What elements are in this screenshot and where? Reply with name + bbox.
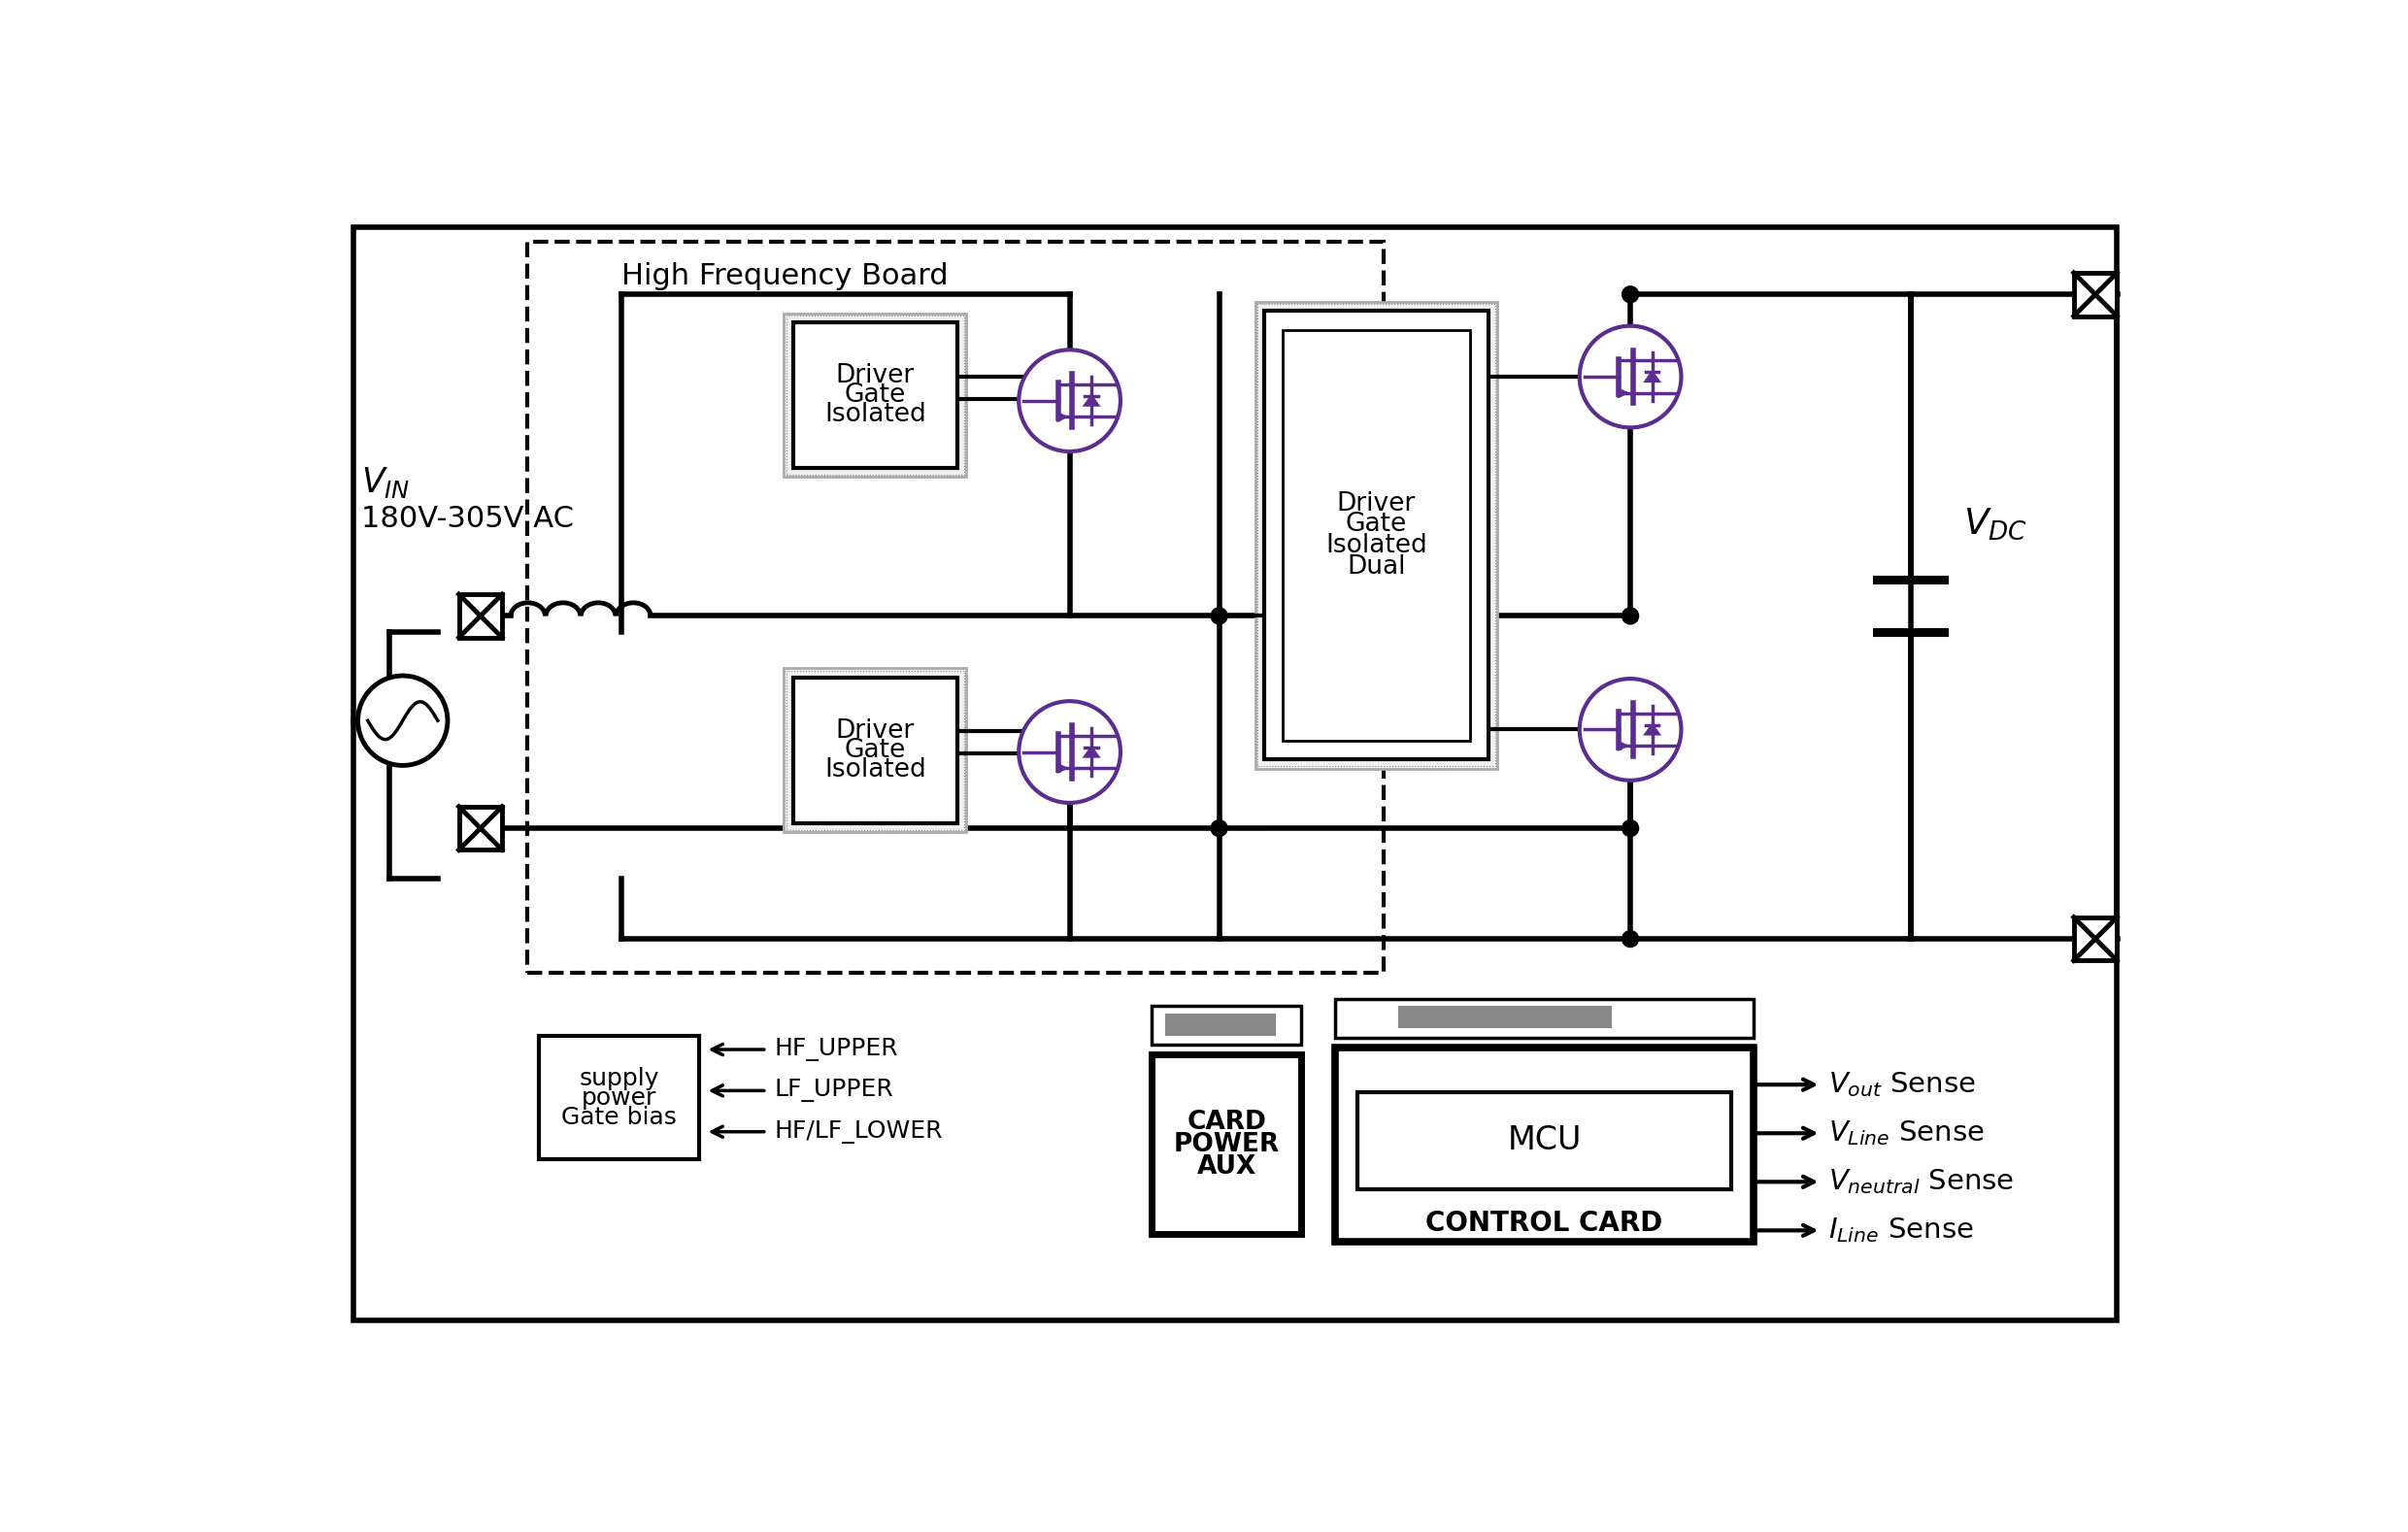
Text: Isolated: Isolated bbox=[824, 401, 927, 427]
Text: CARD: CARD bbox=[1187, 1109, 1267, 1135]
Bar bbox=[539, 1036, 701, 1160]
Bar bbox=[787, 316, 963, 475]
Bar bbox=[787, 671, 963, 830]
Circle shape bbox=[1019, 349, 1120, 452]
Circle shape bbox=[1623, 286, 1637, 303]
Text: Gate: Gate bbox=[1346, 512, 1406, 538]
Bar bbox=[1334, 1048, 1753, 1241]
Text: Isolated: Isolated bbox=[1324, 533, 1428, 558]
Text: LF_UPPER: LF_UPPER bbox=[775, 1079, 893, 1102]
Text: Gate: Gate bbox=[845, 383, 905, 408]
Text: MCU: MCU bbox=[1507, 1124, 1582, 1157]
Text: $V_{IN}$: $V_{IN}$ bbox=[361, 466, 409, 501]
Polygon shape bbox=[1645, 372, 1659, 381]
Text: $V_{DC}$: $V_{DC}$ bbox=[1963, 506, 2028, 542]
Bar bbox=[1399, 1007, 1611, 1028]
Bar bbox=[1264, 311, 1488, 760]
Circle shape bbox=[1580, 679, 1681, 780]
Bar bbox=[1257, 305, 1495, 766]
Bar bbox=[527, 242, 1385, 973]
Circle shape bbox=[1580, 326, 1681, 427]
Text: HF_UPPER: HF_UPPER bbox=[775, 1037, 898, 1062]
Text: CONTROL CARD: CONTROL CARD bbox=[1426, 1209, 1664, 1236]
Text: 180V-305V AC: 180V-305V AC bbox=[361, 504, 573, 533]
Polygon shape bbox=[1645, 725, 1659, 734]
Bar bbox=[1151, 1007, 1300, 1045]
Text: $I_{Line}$ Sense: $I_{Line}$ Sense bbox=[1828, 1216, 1975, 1246]
Bar bbox=[1255, 302, 1498, 769]
Bar bbox=[1283, 329, 1469, 741]
Bar bbox=[460, 594, 503, 637]
Circle shape bbox=[1211, 608, 1228, 624]
Circle shape bbox=[1211, 820, 1228, 836]
Circle shape bbox=[359, 676, 448, 766]
Polygon shape bbox=[1086, 397, 1098, 404]
Text: $V_{neutral}$ Sense: $V_{neutral}$ Sense bbox=[1828, 1167, 2013, 1196]
Text: AUX: AUX bbox=[1197, 1154, 1257, 1180]
Text: Gate: Gate bbox=[845, 737, 905, 763]
Text: Gate bias: Gate bias bbox=[561, 1106, 677, 1129]
Text: Dual: Dual bbox=[1346, 555, 1406, 579]
Text: High Frequency Board: High Frequency Board bbox=[621, 262, 949, 291]
Circle shape bbox=[1623, 930, 1637, 947]
Bar bbox=[792, 677, 958, 823]
Bar bbox=[785, 313, 966, 476]
Bar bbox=[460, 806, 503, 850]
Circle shape bbox=[1623, 820, 1637, 836]
Text: Driver: Driver bbox=[1336, 492, 1416, 516]
Bar bbox=[1334, 999, 1753, 1037]
Polygon shape bbox=[1086, 748, 1098, 757]
Circle shape bbox=[1623, 608, 1637, 624]
Bar bbox=[1165, 1014, 1276, 1036]
Text: HF/LF_LOWER: HF/LF_LOWER bbox=[775, 1120, 944, 1143]
Bar bbox=[785, 668, 966, 832]
Text: $V_{Line}$ Sense: $V_{Line}$ Sense bbox=[1828, 1118, 1984, 1147]
Text: supply: supply bbox=[578, 1066, 660, 1089]
Text: Driver: Driver bbox=[836, 363, 915, 388]
Text: Isolated: Isolated bbox=[824, 757, 927, 783]
Text: power: power bbox=[583, 1086, 657, 1109]
Bar bbox=[2073, 273, 2117, 316]
Bar bbox=[792, 322, 958, 467]
Text: $V_{out}$ Sense: $V_{out}$ Sense bbox=[1828, 1071, 1977, 1098]
Circle shape bbox=[1019, 702, 1120, 803]
Text: Driver: Driver bbox=[836, 719, 915, 743]
Bar bbox=[1358, 1092, 1731, 1189]
Bar bbox=[2073, 918, 2117, 961]
Bar bbox=[1151, 1054, 1300, 1235]
Text: POWER: POWER bbox=[1173, 1132, 1279, 1157]
